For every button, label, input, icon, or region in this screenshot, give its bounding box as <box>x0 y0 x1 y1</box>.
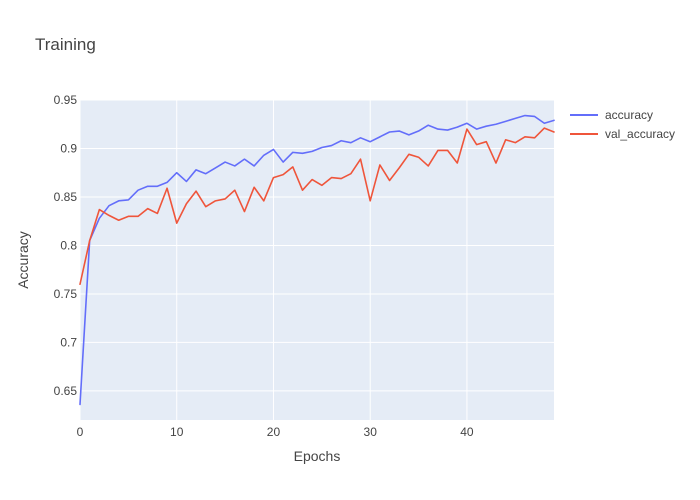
x-tick-label: 40 <box>460 425 474 439</box>
x-tick-label: 20 <box>267 425 281 439</box>
x-tick-label: 10 <box>170 425 184 439</box>
x-tick-label: 30 <box>364 425 378 439</box>
y-tick-label: 0.8 <box>60 238 77 252</box>
plot-area <box>80 100 554 420</box>
chart-title: Training <box>35 35 96 54</box>
y-tick-label: 0.75 <box>54 287 78 301</box>
legend-label: val_accuracy <box>605 127 675 141</box>
y-axis-ticks: 0.65 0.7 0.75 0.8 0.85 0.9 0.95 <box>54 93 78 398</box>
y-tick-label: 0.95 <box>54 93 78 107</box>
x-tick-label: 0 <box>77 425 84 439</box>
y-tick-label: 0.9 <box>60 141 77 155</box>
legend: accuracy val_accuracy <box>570 108 675 141</box>
y-tick-label: 0.85 <box>54 190 78 204</box>
x-axis-title: Epochs <box>294 448 341 464</box>
x-axis-ticks: 0 10 20 30 40 <box>77 425 474 439</box>
series-line-accuracy <box>79 114 555 406</box>
y-tick-label: 0.65 <box>54 384 78 398</box>
legend-label: accuracy <box>605 108 653 122</box>
grid <box>79 99 554 420</box>
series-line-val-accuracy <box>79 127 555 286</box>
series-lines <box>79 114 555 406</box>
y-axis-title: Accuracy <box>15 231 31 289</box>
y-tick-label: 0.7 <box>60 335 77 349</box>
